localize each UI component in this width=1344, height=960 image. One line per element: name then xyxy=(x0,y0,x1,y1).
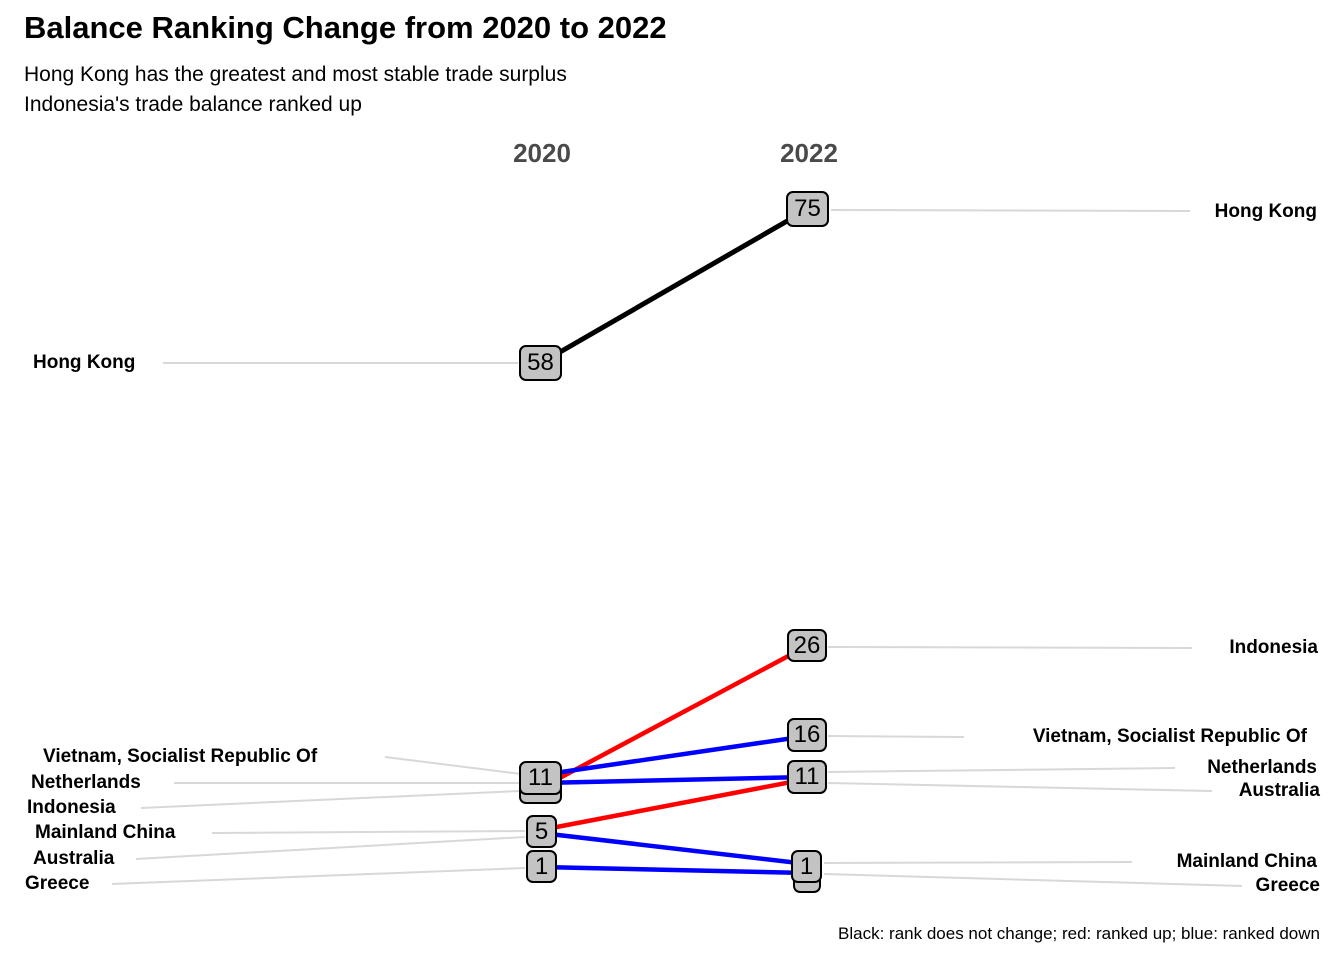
slope-line-hong-kong xyxy=(539,206,810,366)
leader-left-vietnam xyxy=(384,756,522,775)
value-box-2020-tied-5: 5 xyxy=(526,815,557,848)
value-box-2022-hong-kong: 75 xyxy=(786,191,829,227)
value-box-2020-greece: 1 xyxy=(526,850,557,883)
label-left-hong-kong: Hong Kong xyxy=(33,352,136,373)
leader-right-netherlands xyxy=(827,767,1176,773)
label-left-mainland-china: Mainland China xyxy=(35,822,176,843)
leader-lines-right xyxy=(823,209,1243,887)
value-box-2022-vietnam: 16 xyxy=(787,718,827,752)
label-right-australia: Australia xyxy=(1238,780,1320,801)
label-right-indonesia: Indonesia xyxy=(1229,637,1318,658)
leader-left-australia xyxy=(135,836,526,860)
label-right-netherlands: Netherlands xyxy=(1207,757,1317,778)
leader-left-greece xyxy=(111,867,526,885)
leader-left-mainland-china xyxy=(211,830,526,834)
column-header-2020: 2020 xyxy=(513,138,571,168)
slope-lines xyxy=(539,206,810,876)
slope-line-netherlands xyxy=(540,774,808,786)
label-right-vietnam: Vietnam, Socialist Republic Of xyxy=(1032,726,1307,747)
value-box-2022-indonesia: 26 xyxy=(787,629,827,662)
label-right-hong-kong: Hong Kong xyxy=(1214,201,1317,222)
label-left-netherlands: Netherlands xyxy=(31,772,141,793)
leader-left-indonesia xyxy=(140,790,520,809)
slope-line-indonesia xyxy=(539,644,809,790)
label-left-vietnam: Vietnam, Socialist Republic Of xyxy=(43,746,318,767)
value-box-2022-tied-11: 11 xyxy=(787,760,827,794)
chart-subtitle-line-1: Hong Kong has the greatest and most stab… xyxy=(24,63,567,86)
value-box-2022-mainland-china: 1 xyxy=(791,850,822,883)
leader-right-vietnam xyxy=(827,735,965,738)
label-left-indonesia: Indonesia xyxy=(27,797,116,818)
leader-right-greece xyxy=(823,873,1243,887)
leader-right-hong-kong xyxy=(830,209,1191,212)
label-right-mainland-china: Mainland China xyxy=(1176,851,1317,872)
slope-line-mainland-china xyxy=(540,830,808,867)
leader-right-australia xyxy=(827,782,1213,792)
slope-line-australia xyxy=(540,776,808,833)
chart-title: Balance Ranking Change from 2020 to 2022 xyxy=(24,10,667,45)
value-box-2020-tied-11: 11 xyxy=(519,761,562,795)
label-left-greece: Greece xyxy=(25,873,90,894)
column-header-2022: 2022 xyxy=(780,138,838,168)
slope-line-vietnam xyxy=(540,733,808,778)
leader-right-indonesia xyxy=(827,646,1193,649)
legend-caption: Black: rank does not change; red: ranked… xyxy=(838,924,1320,943)
leader-lines-left xyxy=(111,362,526,885)
chart-subtitle-line-2: Indonesia's trade balance ranked up xyxy=(24,93,362,116)
label-right-greece: Greece xyxy=(1255,875,1320,896)
label-left-australia: Australia xyxy=(33,848,115,869)
value-box-2020-hong-kong: 58 xyxy=(519,345,562,381)
leader-right-mainland-china xyxy=(823,861,1133,864)
slope-line-greece xyxy=(540,864,808,876)
